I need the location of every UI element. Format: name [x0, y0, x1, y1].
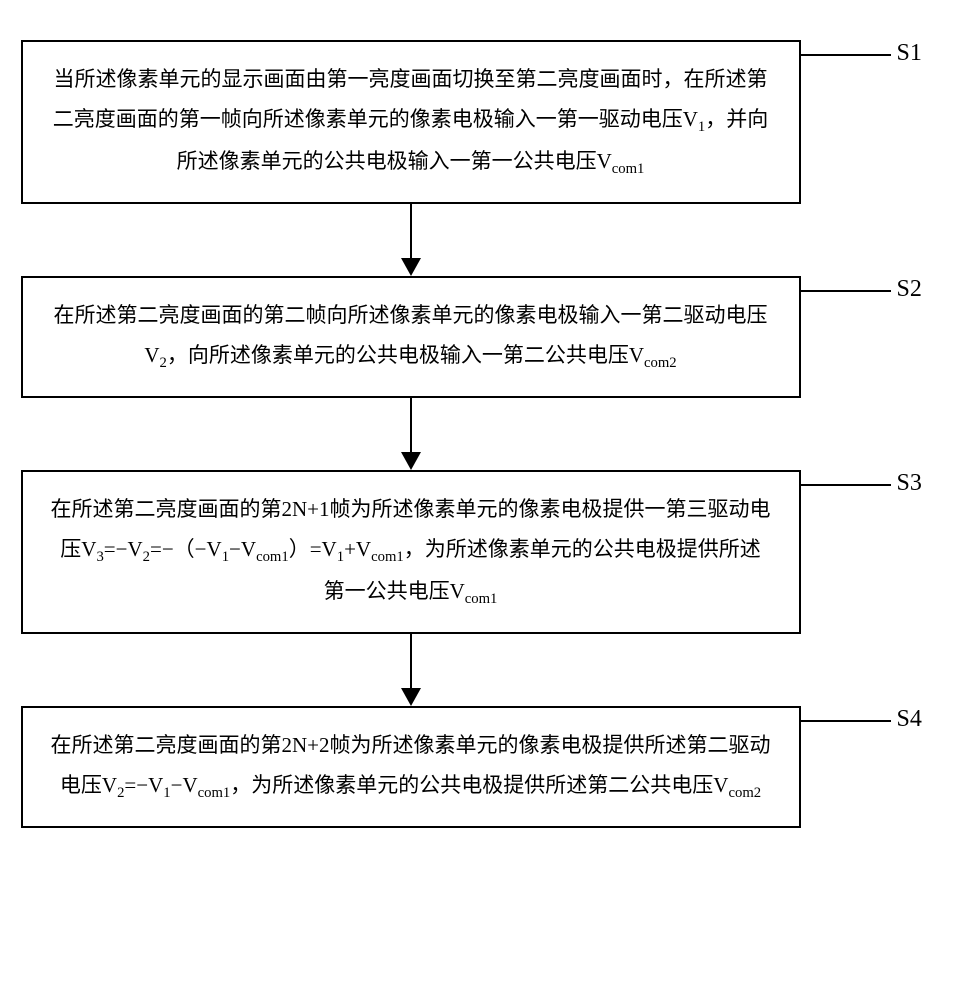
leader-line	[801, 484, 891, 486]
step-label-area: S3	[801, 470, 941, 500]
step-label: S1	[897, 40, 922, 67]
step-label: S2	[897, 276, 922, 303]
step-label-area: S4	[801, 706, 941, 736]
flow-step: 在所述第二亮度画面的第二帧向所述像素单元的像素电极输入一第二驱动电压V2，向所述…	[21, 276, 941, 398]
arrow-stem	[410, 634, 412, 692]
step-label: S4	[897, 706, 922, 733]
leader-line	[801, 290, 891, 292]
arrow-head-icon	[401, 688, 421, 706]
flowchart-container: 当所述像素单元的显示画面由第一亮度画面切换至第二亮度画面时，在所述第二亮度画面的…	[21, 40, 941, 828]
flow-step: 在所述第二亮度画面的第2N+2帧为所述像素单元的像素电极提供所述第二驱动电压V2…	[21, 706, 941, 828]
flow-arrow	[21, 398, 801, 470]
flow-step-box: 当所述像素单元的显示画面由第一亮度画面切换至第二亮度画面时，在所述第二亮度画面的…	[21, 40, 801, 204]
step-label: S3	[897, 470, 922, 497]
leader-line	[801, 54, 891, 56]
step-label-area: S1	[801, 40, 941, 70]
flow-step-box: 在所述第二亮度画面的第2N+2帧为所述像素单元的像素电极提供所述第二驱动电压V2…	[21, 706, 801, 828]
leader-line	[801, 720, 891, 722]
arrow-head-icon	[401, 452, 421, 470]
flow-step-box: 在所述第二亮度画面的第二帧向所述像素单元的像素电极输入一第二驱动电压V2，向所述…	[21, 276, 801, 398]
arrow-head-icon	[401, 258, 421, 276]
step-label-area: S2	[801, 276, 941, 306]
flow-arrow	[21, 634, 801, 706]
arrow-stem	[410, 398, 412, 456]
flow-arrow	[21, 204, 801, 276]
flow-step: 当所述像素单元的显示画面由第一亮度画面切换至第二亮度画面时，在所述第二亮度画面的…	[21, 40, 941, 204]
flow-step: 在所述第二亮度画面的第2N+1帧为所述像素单元的像素电极提供一第三驱动电压V3=…	[21, 470, 941, 634]
arrow-stem	[410, 204, 412, 262]
flow-step-box: 在所述第二亮度画面的第2N+1帧为所述像素单元的像素电极提供一第三驱动电压V3=…	[21, 470, 801, 634]
